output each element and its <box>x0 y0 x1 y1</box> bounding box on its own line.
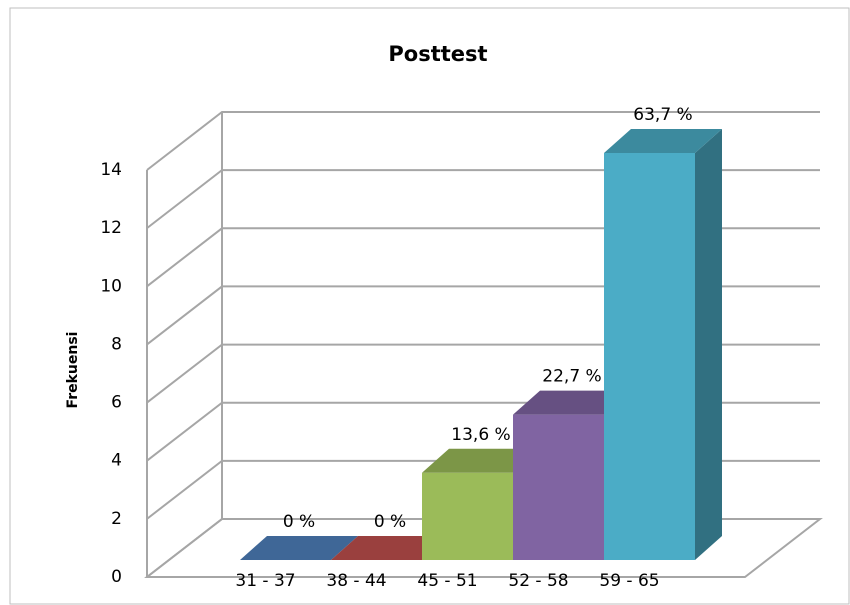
bar-top <box>331 536 449 560</box>
y-tick-label: 6 <box>111 393 122 413</box>
bar-side <box>695 129 722 560</box>
data-label: 0 % <box>283 512 315 532</box>
x-tick-label: 38 - 44 <box>326 571 386 591</box>
grid-line <box>146 111 820 171</box>
y-tick-label: 2 <box>111 509 122 529</box>
y-tick-label: 0 <box>111 567 122 587</box>
data-label: 63,7 % <box>633 105 692 125</box>
bar-front <box>513 414 604 560</box>
bar-top <box>240 536 358 560</box>
data-label: 22,7 % <box>542 367 601 387</box>
x-tick-label: 45 - 51 <box>417 571 477 591</box>
y-tick-label: 12 <box>100 218 122 238</box>
bar-top <box>422 448 540 473</box>
x-tick-label: 52 - 58 <box>508 571 568 591</box>
x-tick-label: 59 - 65 <box>599 571 659 591</box>
y-axis-label: Frekuensi <box>65 332 81 409</box>
y-tick-label: 4 <box>111 451 122 471</box>
bar-front <box>422 472 513 560</box>
chart-title: Posttest <box>388 42 487 66</box>
data-label: 13,6 % <box>451 425 510 445</box>
bar-top <box>513 390 631 415</box>
data-label: 0 % <box>374 512 406 532</box>
x-tick-label: 31 - 37 <box>235 571 295 591</box>
y-tick-label: 14 <box>100 160 122 180</box>
bar-front <box>604 153 695 560</box>
bar-top <box>604 129 722 153</box>
y-tick-label: 10 <box>100 276 122 296</box>
y-tick-label: 8 <box>111 334 122 354</box>
